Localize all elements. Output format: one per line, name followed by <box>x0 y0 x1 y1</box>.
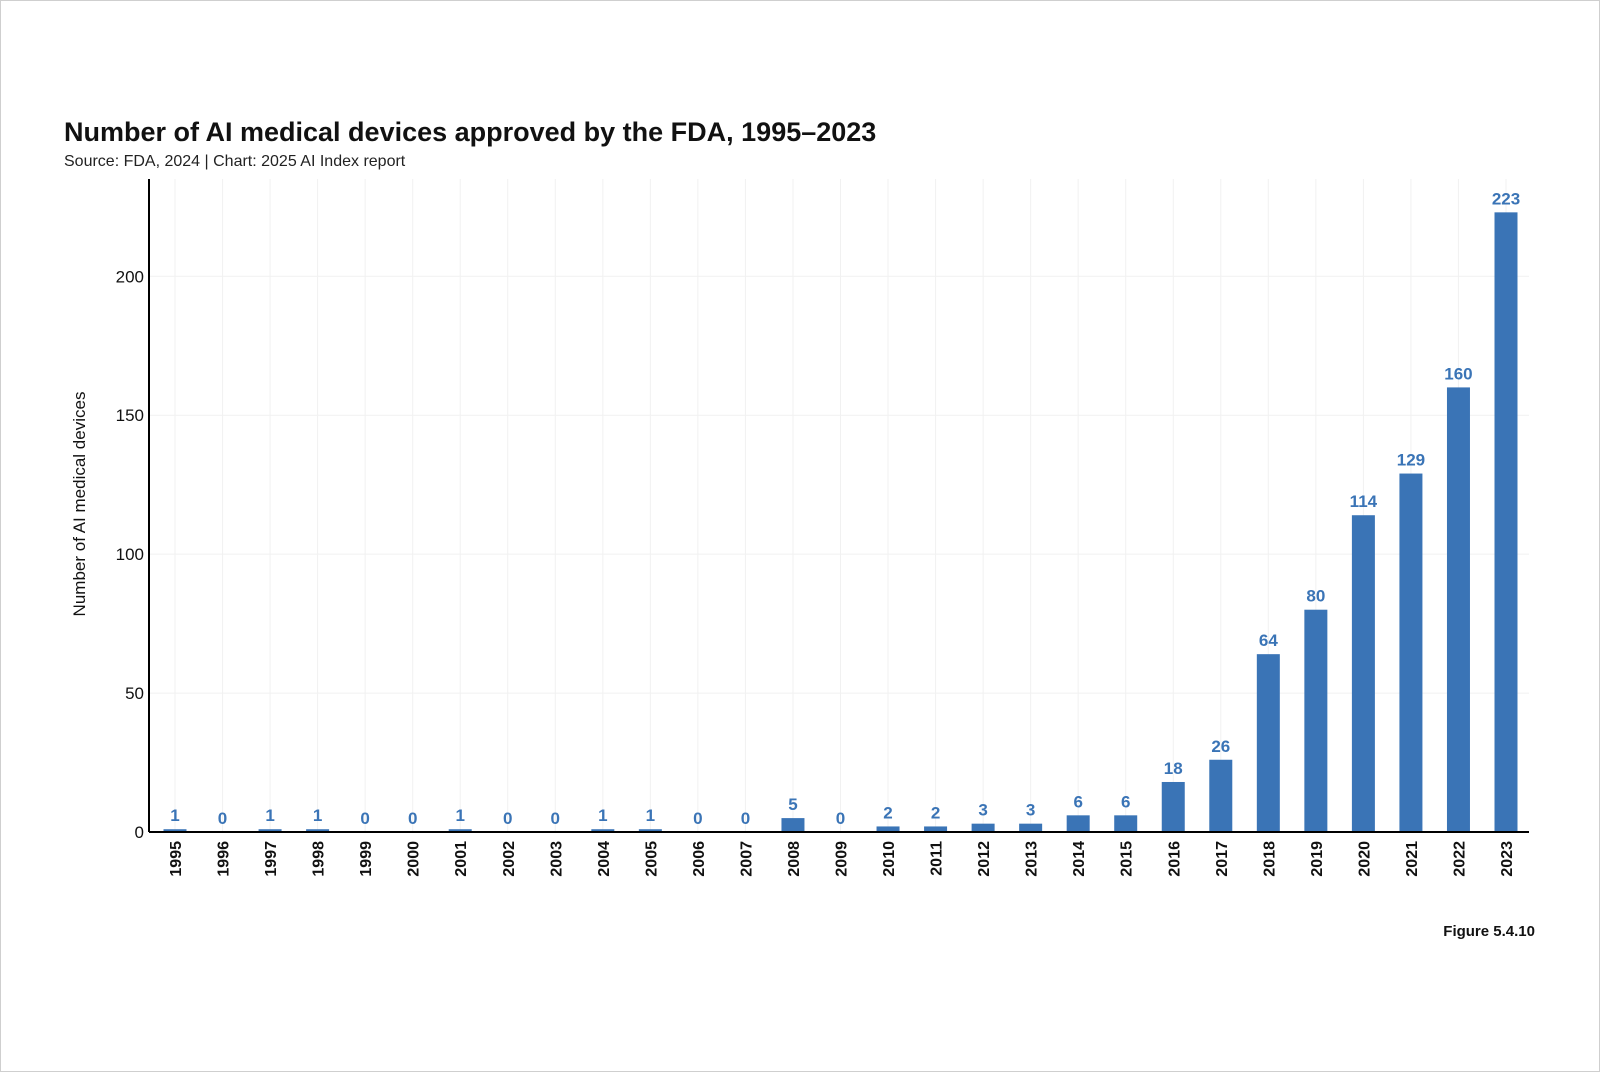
data-label: 1 <box>455 806 464 825</box>
x-tick-label: 2011 <box>929 841 946 876</box>
data-label: 0 <box>741 809 750 828</box>
bar <box>1256 654 1280 832</box>
data-label: 0 <box>836 809 845 828</box>
bar <box>1399 473 1423 832</box>
x-tick-label: 1995 <box>168 841 185 877</box>
data-label: 2 <box>931 803 940 822</box>
data-label: 129 <box>1397 451 1425 470</box>
data-label: 1 <box>265 806 274 825</box>
bar <box>306 829 330 832</box>
data-label: 0 <box>503 809 512 828</box>
figure-label: Figure 5.4.10 <box>1443 923 1535 940</box>
x-tick-label: 1996 <box>216 841 233 877</box>
axes <box>148 179 1529 833</box>
data-label: 0 <box>408 809 417 828</box>
x-tick-label: 2002 <box>501 841 518 877</box>
bar <box>1446 387 1470 832</box>
bar <box>591 829 615 832</box>
data-label: 5 <box>788 795 797 814</box>
data-label: 0 <box>551 809 560 828</box>
data-label: 6 <box>1073 792 1082 811</box>
bar <box>258 829 282 832</box>
data-label: 0 <box>693 809 702 828</box>
x-tick-label: 2013 <box>1024 841 1041 877</box>
chart-subtitle: Source: FDA, 2024 | Chart: 2025 AI Index… <box>64 153 406 170</box>
data-label: 3 <box>1026 801 1035 820</box>
x-tick-label: 2017 <box>1214 841 1231 877</box>
x-tick-label: 2000 <box>406 841 423 877</box>
x-tick-label: 2015 <box>1119 841 1136 877</box>
bar <box>638 829 662 832</box>
data-label: 2 <box>883 803 892 822</box>
x-tick-label: 2016 <box>1166 841 1183 877</box>
y-tick-label: 200 <box>116 267 144 286</box>
x-tick-label: 2007 <box>738 841 755 877</box>
data-label: 64 <box>1259 631 1278 650</box>
bar <box>1209 759 1233 832</box>
data-label: 3 <box>978 801 987 820</box>
data-label: 160 <box>1444 364 1472 383</box>
data-label: 26 <box>1211 737 1230 756</box>
bar <box>924 826 948 832</box>
x-tick-label: 2023 <box>1499 841 1516 877</box>
bar <box>1114 815 1138 832</box>
y-tick-label: 0 <box>135 823 144 842</box>
data-label: 18 <box>1164 759 1183 778</box>
x-tick-label: 2010 <box>881 841 898 877</box>
bar <box>1066 815 1090 832</box>
x-tick-label: 1998 <box>311 841 328 877</box>
y-tick-label: 100 <box>116 545 144 564</box>
data-label: 0 <box>360 809 369 828</box>
bar <box>971 823 995 832</box>
x-tick-label: 2004 <box>596 841 613 877</box>
grid-lines <box>149 179 1529 832</box>
bar <box>448 829 472 832</box>
data-label: 6 <box>1121 792 1130 811</box>
x-tick-label: 2012 <box>976 841 993 877</box>
data-label: 114 <box>1350 492 1378 511</box>
data-label: 0 <box>218 809 227 828</box>
x-tick-label: 2018 <box>1261 841 1278 877</box>
y-axis-title: Number of AI medical devices <box>70 392 89 617</box>
x-tick-label: 2014 <box>1071 841 1088 877</box>
bar <box>876 826 900 832</box>
x-tick-label: 2006 <box>691 841 708 877</box>
bar <box>1019 823 1043 832</box>
y-tick-label: 50 <box>125 684 144 703</box>
data-label: 80 <box>1306 587 1325 606</box>
bar <box>163 829 187 832</box>
bar <box>1351 515 1375 832</box>
bar <box>781 818 805 832</box>
x-tick-label: 2020 <box>1356 841 1373 877</box>
bar <box>1494 212 1518 833</box>
data-label: 1 <box>646 806 655 825</box>
x-tick-label: 2009 <box>834 841 851 877</box>
data-labels: 1 0 1 1 0 0 1 0 0 1 1 0 050 2 2 3 3 6 61826648011412916022… <box>170 189 1520 828</box>
x-tick-label: 2022 <box>1451 841 1468 877</box>
bar <box>1161 781 1185 832</box>
data-label: 1 <box>598 806 607 825</box>
x-tick-label: 2001 <box>453 841 470 877</box>
x-tick-label: 2005 <box>643 841 660 877</box>
chart-title: Number of AI medical devices approved by… <box>64 117 877 147</box>
y-tick-label: 150 <box>116 406 144 425</box>
x-tick-label: 2021 <box>1404 841 1421 877</box>
x-tick-label: 2008 <box>786 841 803 877</box>
x-tick-label: 1997 <box>263 841 280 877</box>
x-tick-label: 1999 <box>358 841 375 877</box>
data-label: 223 <box>1492 189 1520 208</box>
x-tick-label: 2003 <box>548 841 565 877</box>
bar <box>1304 609 1328 832</box>
data-label: 1 <box>313 806 322 825</box>
bars <box>163 212 1518 833</box>
x-tick-label: 2019 <box>1309 841 1326 877</box>
data-label: 1 <box>170 806 179 825</box>
